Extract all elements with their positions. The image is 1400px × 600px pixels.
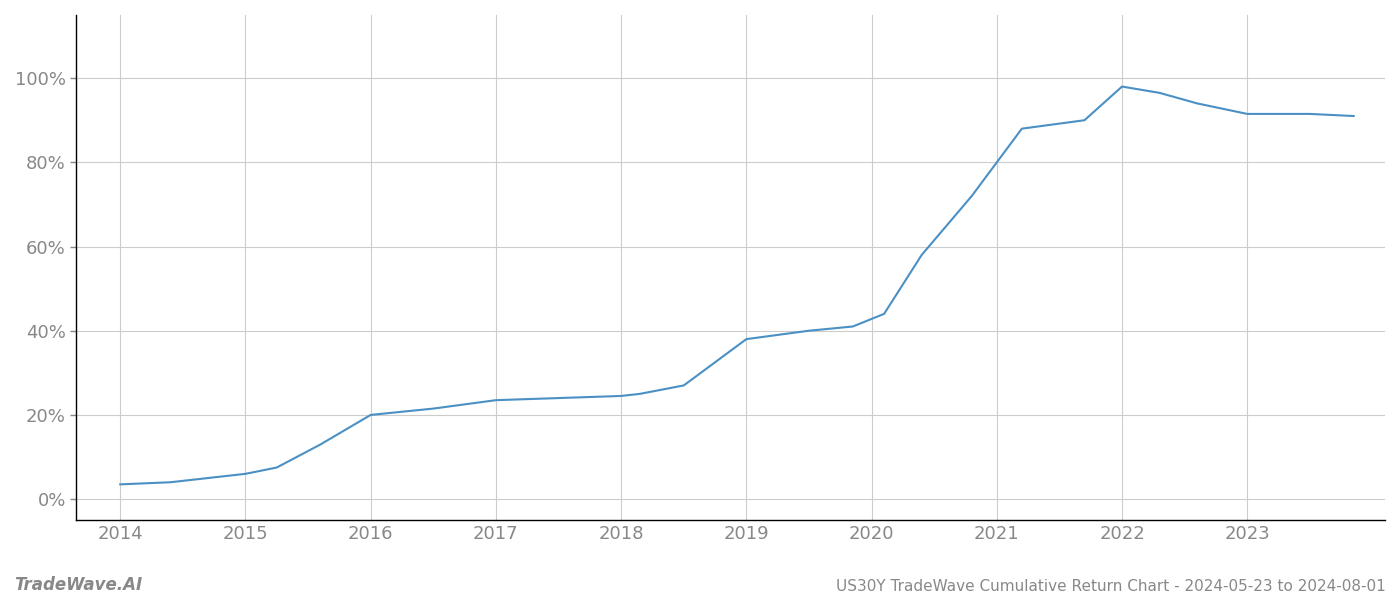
Text: US30Y TradeWave Cumulative Return Chart - 2024-05-23 to 2024-08-01: US30Y TradeWave Cumulative Return Chart … (836, 579, 1386, 594)
Text: TradeWave.AI: TradeWave.AI (14, 576, 143, 594)
